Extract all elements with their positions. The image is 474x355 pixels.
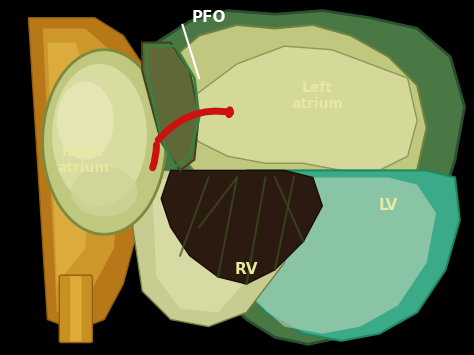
Polygon shape: [137, 25, 427, 206]
Polygon shape: [133, 170, 294, 327]
Polygon shape: [161, 170, 322, 284]
Polygon shape: [28, 18, 152, 327]
Ellipse shape: [43, 50, 166, 234]
Ellipse shape: [57, 82, 114, 160]
Polygon shape: [152, 11, 465, 344]
Polygon shape: [43, 28, 123, 312]
Ellipse shape: [71, 167, 137, 217]
Ellipse shape: [52, 64, 147, 206]
Text: Right
atrium: Right atrium: [57, 144, 109, 175]
Text: Left
atrium: Left atrium: [292, 81, 344, 111]
Text: RV: RV: [235, 262, 258, 277]
FancyBboxPatch shape: [59, 275, 92, 343]
Text: PFO: PFO: [191, 10, 226, 25]
Polygon shape: [152, 178, 265, 312]
FancyBboxPatch shape: [70, 276, 82, 342]
Polygon shape: [142, 43, 199, 170]
Polygon shape: [47, 43, 95, 284]
Text: LV: LV: [379, 198, 398, 213]
Polygon shape: [180, 46, 417, 170]
Polygon shape: [228, 170, 460, 341]
Polygon shape: [246, 178, 436, 334]
